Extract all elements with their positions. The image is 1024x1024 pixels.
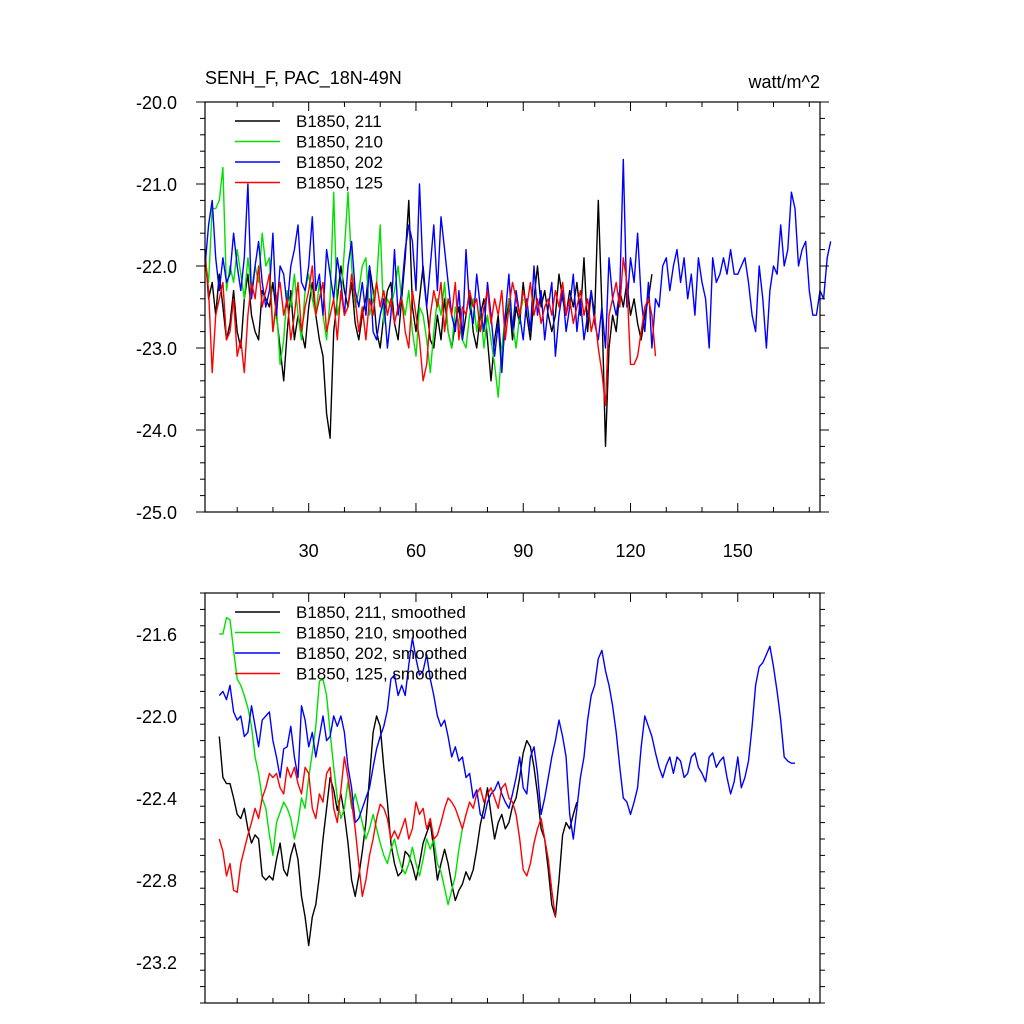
series-line-2 bbox=[219, 616, 464, 906]
y-tick-label: -22.0 bbox=[136, 707, 177, 727]
legend-label: B1850, 125 bbox=[296, 174, 383, 193]
bottom-panel: -23.2 -22.8 -22.4 -22.0 -21.6 B1850, 211, smo… bbox=[136, 592, 825, 1004]
legend-label: B1850, 210, smoothed bbox=[296, 624, 467, 643]
y-tick-label: -21.6 bbox=[136, 625, 177, 645]
x-tick-label: 30 bbox=[299, 541, 319, 561]
y-tick-label: -22.0 bbox=[136, 257, 177, 277]
x-tick-label: 150 bbox=[723, 541, 753, 561]
y-tick-label: -21.0 bbox=[136, 175, 177, 195]
legend-label: B1850, 211, smoothed bbox=[296, 603, 466, 622]
y-tick-label: -23.2 bbox=[136, 953, 177, 973]
x-tick-label: 120 bbox=[615, 541, 645, 561]
chart-title: SENH_F, PAC_18N-49N bbox=[205, 68, 402, 89]
legend-label: B1850, 125, smoothed bbox=[296, 665, 467, 684]
legend-label: B1850, 210 bbox=[296, 133, 383, 152]
series-line-1 bbox=[204, 199, 653, 448]
y-tick-label: -24.0 bbox=[136, 421, 177, 441]
units-label: watt/m^2 bbox=[748, 72, 820, 92]
legend-label: B1850, 202 bbox=[296, 153, 383, 172]
plot-frame bbox=[204, 101, 821, 513]
series-line-4 bbox=[204, 257, 657, 407]
series-line-3 bbox=[218, 637, 795, 840]
x-tick-label: 90 bbox=[513, 541, 533, 561]
y-tick-label: -20.0 bbox=[136, 93, 177, 113]
series-line-1 bbox=[218, 715, 578, 947]
y-tick-label: -22.4 bbox=[136, 789, 177, 809]
top-panel: 30 60 90 120 150 -25.0 -24.0 -23.0 -22.0 -21.0 -20… bbox=[136, 93, 832, 561]
y-tick-label: -22.8 bbox=[136, 871, 177, 891]
y-tick-label: -25.0 bbox=[136, 503, 177, 523]
series-line-4 bbox=[218, 756, 557, 917]
x-tick-label: 60 bbox=[406, 541, 426, 561]
legend-label: B1850, 211 bbox=[296, 112, 382, 131]
plot-frame bbox=[204, 592, 821, 1004]
y-tick-label: -23.0 bbox=[136, 339, 177, 359]
legend-label: B1850, 202, smoothed bbox=[296, 644, 467, 663]
series-line-3 bbox=[204, 158, 832, 374]
